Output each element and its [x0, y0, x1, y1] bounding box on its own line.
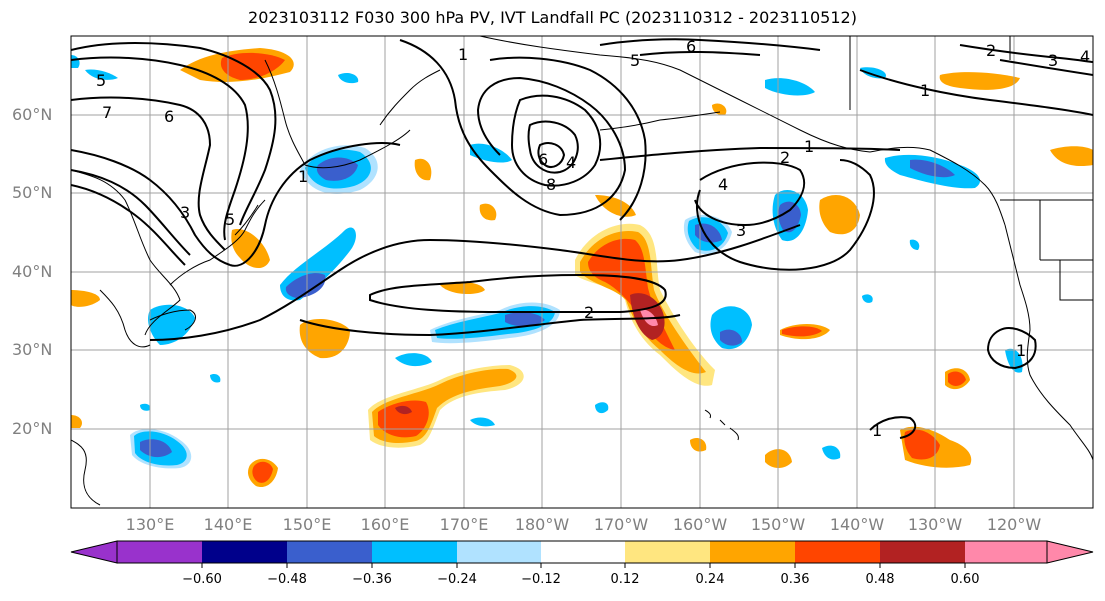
contour-label: 4 — [1080, 47, 1090, 66]
colorbar-tick-label: 0.36 — [780, 572, 810, 587]
pv-anomaly-fill — [71, 48, 1093, 488]
lat-label-30n: 30°N — [12, 340, 53, 359]
colorbar-tick-label: 0.48 — [865, 572, 895, 587]
colorbar-tick-label: −0.36 — [352, 572, 392, 587]
contour-label: 3 — [736, 221, 746, 240]
contour-label: 4 — [566, 153, 576, 172]
colorbar-segment — [457, 541, 541, 563]
contour-label: 1 — [920, 81, 930, 100]
lat-label-60n: 60°N — [12, 105, 53, 124]
lat-label-20n: 20°N — [12, 419, 53, 438]
contour-label: 5 — [630, 51, 640, 70]
contour-label: 1 — [804, 137, 814, 156]
colorbar-tick-label: −0.48 — [267, 572, 307, 587]
colorbar-tick-label: −0.24 — [437, 572, 477, 587]
lon-label: 180°W — [514, 515, 570, 534]
colorbar-tick-label: 0.60 — [950, 572, 980, 587]
map-frame — [70, 35, 1094, 509]
contour-label: 2 — [584, 303, 594, 322]
contour-label: 3 — [1048, 51, 1058, 70]
contour-label: 6 — [538, 150, 548, 169]
contour-label: 1 — [1016, 341, 1026, 360]
contour-label: 8 — [546, 175, 556, 194]
lon-label: 170°W — [593, 515, 649, 534]
colorbar-segment — [965, 541, 1047, 563]
contour-label: 1 — [458, 45, 468, 64]
colorbar-arrow-right — [1046, 540, 1094, 564]
lon-label: 150°W — [750, 515, 806, 534]
colorbar-tick-label: −0.12 — [521, 572, 561, 587]
contour-label: 6 — [164, 107, 174, 126]
lon-label: 150°E — [282, 515, 332, 534]
coastlines — [71, 36, 1093, 506]
contour-label: 5 — [96, 71, 106, 90]
contour-label: 1 — [872, 421, 882, 440]
lon-label: 130°W — [907, 515, 963, 534]
contour-label: 6 — [686, 37, 696, 56]
colorbar-tick-label: 0.12 — [610, 572, 640, 587]
lon-label: 160°E — [360, 515, 410, 534]
lon-label: 140°E — [203, 515, 253, 534]
contour-label: 3 — [180, 203, 190, 222]
colorbar-segment — [880, 541, 965, 563]
contour-label: 2 — [986, 41, 996, 60]
lon-label: 140°W — [829, 515, 885, 534]
colorbar-segment — [710, 541, 795, 563]
contour-label: 1 — [298, 167, 308, 186]
contour-label: 5 — [225, 210, 235, 229]
lat-label-50n: 50°N — [12, 183, 53, 202]
pv-contours — [71, 38, 1093, 439]
colorbar-segment — [117, 541, 202, 563]
colorbar-segment — [795, 541, 880, 563]
lon-label: 170°E — [439, 515, 489, 534]
lat-label-40n: 40°N — [12, 262, 53, 281]
colorbar-segment — [202, 541, 287, 563]
colorbar-segment — [287, 541, 372, 563]
contour-label: 2 — [780, 148, 790, 167]
contour-label-group: 1 5 6 5 7 6 1 2 4 3 2 8 6 4 5 3 1 1 2 3 … — [96, 37, 1090, 440]
contour-label: 4 — [718, 175, 728, 194]
graticule — [71, 36, 1093, 508]
colorbar — [70, 540, 1094, 568]
lon-label: 130°E — [125, 515, 175, 534]
colorbar-tick-label: −0.60 — [182, 572, 222, 587]
colorbar-segment — [625, 541, 710, 563]
colorbar-segment — [372, 541, 457, 563]
contour-label: 7 — [102, 103, 112, 122]
colorbar-tick-label: 0.24 — [695, 572, 725, 587]
lon-label: 120°W — [986, 515, 1042, 534]
map-title: 2023103112 F030 300 hPa PV, IVT Landfall… — [248, 8, 857, 27]
colorbar-arrow-left — [70, 540, 118, 564]
lon-label: 160°W — [672, 515, 728, 534]
colorbar-segment — [541, 541, 625, 563]
